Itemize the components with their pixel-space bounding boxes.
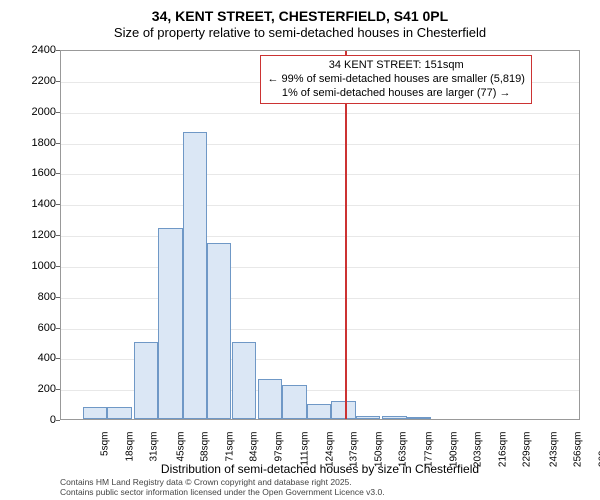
y-tick-mark	[56, 389, 60, 390]
y-tick-mark	[56, 173, 60, 174]
y-tick-label: 1400	[16, 198, 56, 210]
chart-title: 34, KENT STREET, CHESTERFIELD, S41 0PL	[0, 8, 600, 24]
histogram-bar	[83, 407, 107, 419]
histogram-bar	[207, 243, 231, 419]
gridline	[61, 113, 579, 114]
gridline	[61, 236, 579, 237]
chart-title-block: 34, KENT STREET, CHESTERFIELD, S41 0PL S…	[0, 8, 600, 40]
y-tick-label: 2000	[16, 106, 56, 118]
y-tick-label: 800	[16, 291, 56, 303]
y-tick-mark	[56, 204, 60, 205]
y-tick-label: 1000	[16, 260, 56, 272]
y-tick-mark	[56, 235, 60, 236]
marker-callout: 34 KENT STREET: 151sqm← 99% of semi-deta…	[260, 55, 531, 104]
y-tick-label: 2400	[16, 44, 56, 56]
histogram-bar	[258, 379, 282, 419]
y-tick-mark	[56, 81, 60, 82]
gridline	[61, 267, 579, 268]
y-tick-mark	[56, 112, 60, 113]
y-tick-label: 200	[16, 383, 56, 395]
histogram-bar	[382, 416, 406, 419]
histogram-bar	[134, 342, 158, 419]
y-tick-mark	[56, 297, 60, 298]
histogram-bar	[282, 385, 306, 419]
marker-line	[345, 51, 347, 419]
y-tick-label: 1800	[16, 137, 56, 149]
y-tick-label: 1200	[16, 229, 56, 241]
y-tick-label: 2200	[16, 75, 56, 87]
gridline	[61, 205, 579, 206]
y-tick-label: 400	[16, 352, 56, 364]
y-tick-mark	[56, 420, 60, 421]
credits-line2: Contains public sector information licen…	[60, 488, 580, 498]
y-tick-mark	[56, 50, 60, 51]
histogram-bar	[356, 416, 380, 419]
histogram-bar	[307, 404, 331, 419]
y-tick-mark	[56, 328, 60, 329]
histogram-bar	[407, 417, 431, 419]
callout-line: ← 99% of semi-detached houses are smalle…	[267, 73, 524, 87]
gridline	[61, 298, 579, 299]
y-tick-mark	[56, 143, 60, 144]
histogram-bar	[107, 407, 131, 419]
x-axis-label: Distribution of semi-detached houses by …	[60, 462, 580, 476]
y-tick-label: 1600	[16, 167, 56, 179]
histogram-bar	[183, 132, 207, 419]
gridline	[61, 329, 579, 330]
credits-block: Contains HM Land Registry data © Crown c…	[60, 478, 580, 498]
y-tick-mark	[56, 358, 60, 359]
gridline	[61, 144, 579, 145]
histogram-bar	[232, 342, 256, 419]
callout-line: 1% of semi-detached houses are larger (7…	[267, 87, 524, 101]
chart-subtitle: Size of property relative to semi-detach…	[0, 25, 600, 40]
plot-area: 34 KENT STREET: 151sqm← 99% of semi-deta…	[60, 50, 580, 420]
gridline	[61, 174, 579, 175]
histogram-chart: 34, KENT STREET, CHESTERFIELD, S41 0PL S…	[0, 0, 600, 500]
y-tick-label: 0	[16, 414, 56, 426]
callout-line: 34 KENT STREET: 151sqm	[267, 59, 524, 73]
histogram-bar	[158, 228, 182, 419]
y-tick-mark	[56, 266, 60, 267]
histogram-bar	[331, 401, 355, 420]
y-tick-label: 600	[16, 322, 56, 334]
